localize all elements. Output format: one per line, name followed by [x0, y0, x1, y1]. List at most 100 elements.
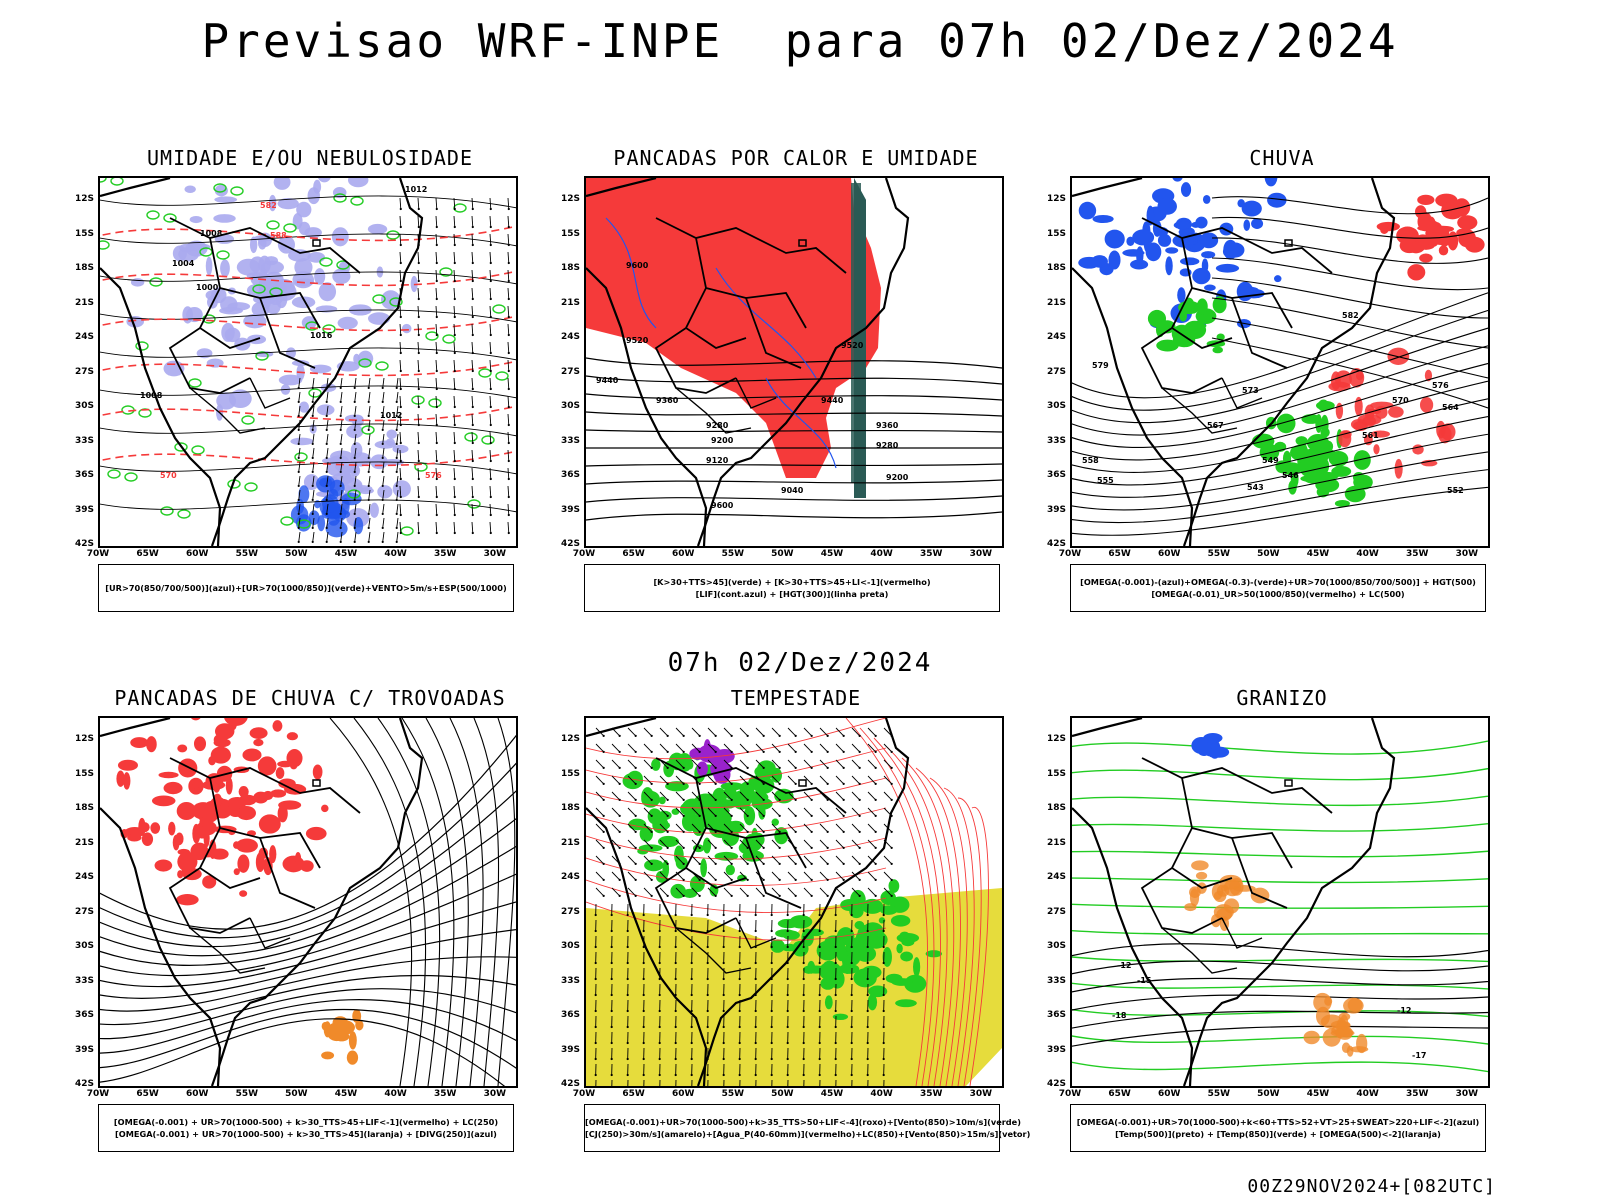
- legend-line: [OMEGA(-0.001)+UR>70(1000-500)+k>35_TTS>…: [585, 1117, 1021, 1127]
- lat-tick-label: 42S: [560, 1079, 580, 1089]
- lon-tick-label: 65W: [136, 1089, 159, 1099]
- map-canvas: [586, 718, 1002, 1086]
- panel-granizo: GRANIZO 12S 15S 18S 21S 24S 27S 30S 33S 36S 39S 42S…: [1032, 686, 1532, 1176]
- legend-line: [OMEGA(-0.001)+UR>70(1000-500)+k<60+TTS>…: [1076, 1117, 1480, 1127]
- lon-tick-label: 35W: [919, 549, 943, 559]
- run-info: 00Z29NOV2024+[082UTC]: [1247, 1176, 1496, 1197]
- lat-tick-label: 36S: [74, 1010, 94, 1020]
- contour-label: 9120: [706, 456, 729, 465]
- map-canvas: 9600 9520 9440 9360 9280 9200 9120 9040 9600 9520…: [586, 178, 1002, 546]
- contour-label: 546: [1282, 471, 1299, 480]
- lon-tick-label: 65W: [1108, 1089, 1131, 1099]
- legend-line: [LIF](cont.azul) + [HGT(300)](linha pret…: [695, 589, 889, 599]
- main-title: Previsao WRF-INPE para 07h 02/Dez/2024: [201, 14, 1399, 68]
- lon-tick-label: 65W: [1108, 549, 1131, 559]
- contour-label: 573: [1242, 386, 1259, 395]
- contour-label: 9440: [821, 396, 844, 405]
- lat-tick-label: 39S: [1046, 504, 1066, 515]
- lat-tick-label: 18S: [560, 803, 580, 813]
- lon-tick-label: 50W: [771, 549, 794, 559]
- contour-label: 576: [1432, 381, 1449, 390]
- map-canvas: -12 -15 -18 -12 -17: [1072, 718, 1488, 1086]
- lon-tick-label: 40W: [1356, 549, 1379, 559]
- lon-tick-label: 60W: [185, 549, 209, 559]
- contour-label: 579: [1092, 361, 1109, 370]
- lat-tick-label: 18S: [74, 803, 94, 813]
- contour-label: 558: [1082, 456, 1099, 465]
- lat-tick-label: 12S: [560, 194, 580, 204]
- lon-tick-label: 50W: [1257, 1089, 1280, 1099]
- panel-title: CHUVA: [1249, 146, 1315, 170]
- lat-tick-label: 24S: [74, 872, 94, 882]
- contour-label: 9520: [626, 336, 649, 345]
- contour-label: 1012: [405, 185, 427, 194]
- lon-tick-label: 55W: [235, 1089, 259, 1099]
- lon-tick-label: 70W: [572, 1089, 596, 1099]
- panel-pancadas-trovoadas: PANCADAS DE CHUVA C/ TROVOADAS 12S 15S 18S 2…: [60, 686, 560, 1176]
- lon-tick-label: 60W: [671, 1089, 695, 1099]
- contour-label: 582: [1342, 311, 1359, 320]
- contour-label: 9600: [711, 501, 734, 510]
- lat-tick-label: 36S: [1046, 1010, 1066, 1020]
- contour-label: 9440: [596, 376, 619, 385]
- contour-label: 567: [1207, 421, 1224, 430]
- legend-line: [CJ(250)>30m/s](amarelo)+[Agua_P(40-60mm…: [585, 1129, 1031, 1139]
- lon-tick-label: 60W: [185, 1089, 209, 1099]
- lat-tick-label: 27S: [74, 366, 94, 377]
- panel-title: TEMPESTADE: [730, 686, 862, 710]
- lat-tick-label: 15S: [74, 228, 94, 239]
- lat-tick-label: 27S: [560, 906, 580, 917]
- contour-label: 588: [270, 231, 287, 240]
- lon-tick-label: 30W: [969, 1089, 993, 1099]
- lon-tick-label: 70W: [572, 549, 596, 559]
- lat-tick-label: 36S: [560, 470, 580, 480]
- contour-label: 564: [1442, 403, 1459, 412]
- lat-tick-label: 15S: [560, 768, 580, 779]
- contour-label: -15: [1137, 976, 1152, 985]
- contour-label: 552: [1447, 486, 1464, 495]
- lon-tick-label: 70W: [1058, 549, 1082, 559]
- contour-label: 9040: [781, 486, 804, 495]
- lon-tick-label: 35W: [1405, 549, 1429, 559]
- map-canvas: [100, 718, 516, 1086]
- lat-tick-label: 12S: [74, 734, 94, 744]
- contour-label: 582: [260, 201, 277, 210]
- lon-tick-label: 50W: [285, 1089, 308, 1099]
- lat-tick-label: 39S: [74, 1044, 94, 1055]
- contour-label: 9200: [711, 436, 734, 445]
- panel-title: PANCADAS POR CALOR E UMIDADE: [613, 146, 979, 170]
- panel-legend: [UR>70(850/700/500)](azul)+[UR>70(1000/8…: [98, 564, 514, 612]
- lat-tick-label: 21S: [1046, 837, 1066, 848]
- lat-tick-label: 21S: [74, 837, 94, 848]
- lon-tick-label: 30W: [1455, 1089, 1479, 1099]
- contour-label: 561: [1362, 431, 1379, 440]
- lat-tick-label: 12S: [1046, 734, 1066, 744]
- lat-tick-label: 42S: [1046, 1079, 1066, 1089]
- contour-label: 9600: [626, 261, 649, 270]
- lat-tick-label: 33S: [560, 435, 580, 446]
- legend-line: [OMEGA(-0.001) + UR>70(1000-500) + k>30_…: [113, 1117, 499, 1127]
- lon-tick-label: 60W: [671, 549, 695, 559]
- lat-tick-label: 30S: [560, 941, 580, 951]
- lat-tick-label: 33S: [1046, 435, 1066, 446]
- lon-tick-label: 45W: [334, 549, 358, 559]
- contour-label: 9280: [706, 421, 729, 430]
- legend-line: [OMEGA(-0.001) + UR>70(1000-500) + k>30_…: [115, 1129, 497, 1139]
- panel-umidade: UMIDADE E/OU NEBULOSIDADE 12S 15S 18S 21S 24S…: [60, 146, 560, 636]
- lat-tick-label: 24S: [1046, 872, 1066, 882]
- lon-tick-label: 40W: [384, 1089, 407, 1099]
- panel-title: GRANIZO: [1236, 686, 1328, 710]
- lat-tick-label: 15S: [560, 228, 580, 239]
- lat-tick-label: 42S: [1046, 539, 1066, 549]
- contour-label: 570: [1392, 396, 1409, 405]
- lat-tick-label: 36S: [1046, 470, 1066, 480]
- lat-tick-label: 39S: [1046, 1044, 1066, 1055]
- lon-tick-label: 55W: [1207, 549, 1231, 559]
- legend-line: [OMEGA(-0.001)-(azul)+OMEGA(-0.3)-(verde…: [1080, 577, 1476, 587]
- lat-tick-label: 21S: [560, 837, 580, 848]
- legend-line: [Temp(500)](preto) + [Temp(850)](verde) …: [1115, 1129, 1441, 1139]
- lat-tick-label: 33S: [560, 975, 580, 986]
- panel-legend: [K>30+TTS>45](verde) + [K>30+TTS>45+LI<-…: [584, 564, 1000, 612]
- contour-label: 1004: [172, 259, 195, 268]
- lon-tick-label: 65W: [136, 549, 159, 559]
